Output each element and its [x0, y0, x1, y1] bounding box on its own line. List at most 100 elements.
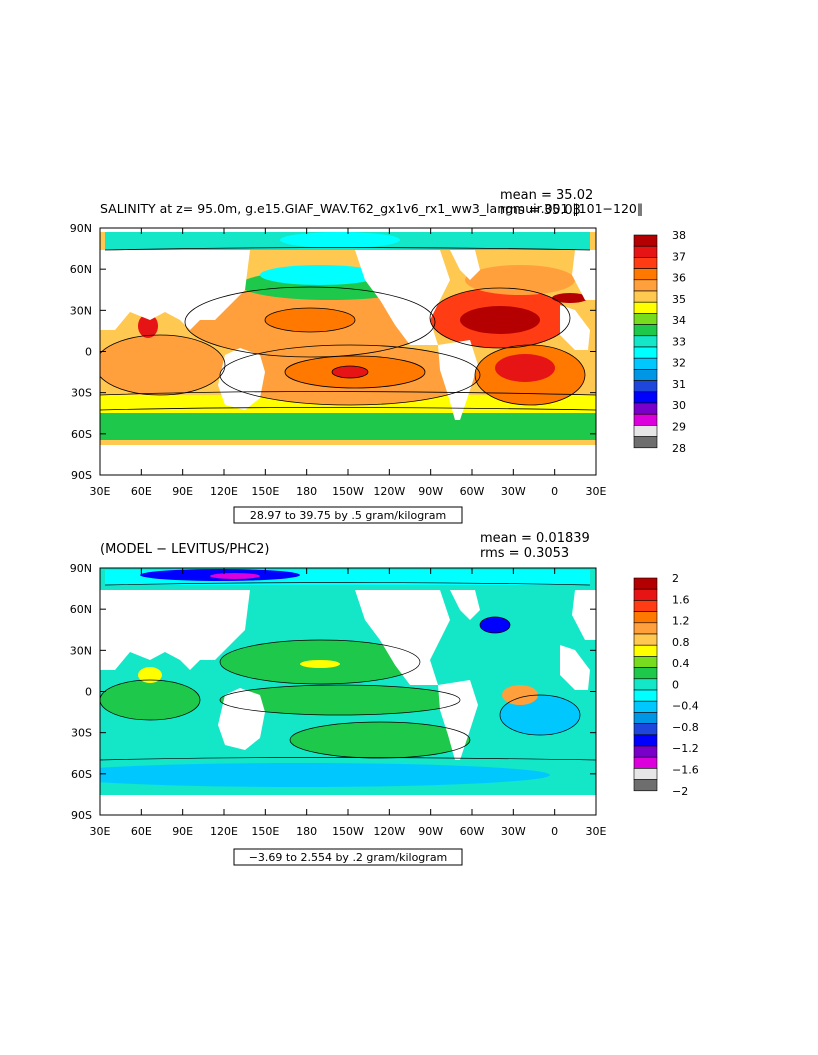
colorbar-swatch [633, 324, 658, 337]
difference-colorbar: 2 1.6 1.2 0.8 0.4 0 −0.4 −0.8 −1.2 −1.6 −2 [633, 572, 699, 798]
difference-map [100, 568, 596, 815]
colorbar-label: 2 [672, 572, 679, 585]
salinity-indian-ocean [100, 335, 225, 395]
colorbar-label: 30 [672, 399, 686, 412]
colorbar-label: −1.2 [672, 742, 699, 755]
difference-arctic-core [210, 573, 260, 579]
difference-rms: rms = 0.3053 [480, 546, 569, 561]
salinity-map [100, 228, 596, 475]
difference-axis-ticks: 30E 60E 90E 120E 150E 180 150W 120W 90W 60W 30W 0 30… [70, 562, 607, 838]
difference-gulf-stream [480, 617, 510, 633]
salinity-arabian-sea [138, 314, 158, 338]
colorbar-label: 35 [672, 293, 686, 306]
colorbar-swatch [633, 768, 658, 780]
salinity-south-pacific-core [332, 366, 368, 378]
colorbar-label: 36 [672, 272, 686, 285]
colorbar-swatch [633, 279, 658, 292]
salinity-contour-info: 28.97 to 39.75 by .5 gram/kilogram [250, 509, 446, 522]
y-tick-label: 0 [85, 346, 92, 359]
y-tick-label: 60N [70, 603, 92, 616]
x-tick-label: 120E [210, 825, 238, 838]
y-tick-label: 30N [70, 644, 92, 657]
y-tick-label: 90S [71, 809, 92, 822]
salinity-southern-ocean [100, 410, 596, 440]
colorbar-swatch [633, 357, 658, 370]
x-tick-label: 0 [551, 825, 558, 838]
x-tick-label: 30E [90, 825, 111, 838]
salinity-rms: rms = 35.03 [500, 203, 581, 218]
difference-title: (MODEL − LEVITUS/PHC2) [100, 542, 269, 557]
x-tick-label: 30W [501, 825, 526, 838]
colorbar-label: −0.8 [672, 721, 699, 734]
colorbar-swatch [633, 436, 658, 449]
y-tick-label: 60S [71, 768, 92, 781]
colorbar-swatch [633, 700, 658, 713]
difference-panel: (MODEL − LEVITUS/PHC2) mean = 0.01839 rm… [70, 531, 699, 866]
colorbar-swatch [633, 369, 658, 381]
difference-contour-info: −3.69 to 2.554 by .2 gram/kilogram [249, 851, 448, 864]
x-tick-label: 0 [551, 485, 558, 498]
difference-indian-positive [100, 680, 200, 720]
colorbar-label: −0.4 [672, 700, 699, 713]
difference-equatorial-positive [220, 685, 460, 715]
difference-contour-info-box [233, 848, 463, 866]
y-tick-label: 60N [70, 263, 92, 276]
colorbar-swatch [633, 391, 658, 404]
colorbar-swatch [633, 689, 658, 702]
x-tick-label: 180 [296, 825, 317, 838]
colorbar-label: 37 [672, 250, 686, 263]
colorbar-swatch [633, 234, 658, 247]
difference-land [100, 590, 596, 760]
colorbar-swatch [633, 644, 658, 657]
colorbar-swatch [633, 425, 658, 437]
x-tick-label: 150W [332, 485, 364, 498]
x-tick-label: 120W [373, 825, 405, 838]
colorbar-swatch [633, 611, 658, 624]
colorbar-swatch [633, 678, 658, 691]
salinity-title: SALINITY at z= 95.0m, g.e15.GIAF_WAV.T62… [100, 201, 643, 216]
colorbar-label: 0 [672, 678, 679, 691]
colorbar-swatch [633, 577, 658, 590]
colorbar-swatch [633, 290, 658, 303]
x-tick-label: 150E [251, 485, 279, 498]
colorbar-swatch [633, 588, 658, 601]
colorbar-label: −1.6 [672, 764, 699, 777]
colorbar-swatch [633, 301, 658, 314]
salinity-contour-info-box [233, 506, 463, 524]
colorbar-swatch [633, 745, 658, 758]
x-tick-label: 60E [131, 485, 152, 498]
y-tick-label: 90S [71, 469, 92, 482]
colorbar-label: 29 [672, 421, 686, 434]
x-tick-label: 30E [586, 485, 607, 498]
colorbar-label: 32 [672, 357, 686, 370]
colorbar-label: −2 [672, 785, 688, 798]
colorbar-label: 31 [672, 378, 686, 391]
colorbar-swatch [633, 622, 658, 635]
colorbar-swatch [633, 346, 658, 359]
difference-contours [100, 582, 596, 761]
colorbar-label: 1.2 [672, 615, 690, 628]
colorbar-swatch [633, 600, 658, 612]
colorbar-swatch [633, 712, 658, 724]
salinity-contours [100, 247, 596, 411]
colorbar-swatch [633, 268, 658, 281]
y-tick-label: 30N [70, 304, 92, 317]
y-tick-label: 90N [70, 222, 92, 235]
difference-benguela [502, 685, 538, 705]
colorbar-swatch [633, 380, 658, 393]
colorbar-label: 28 [672, 442, 686, 455]
x-tick-label: 30E [90, 485, 111, 498]
salinity-mean: mean = 35.02 [500, 188, 593, 203]
difference-south-pacific [290, 722, 470, 758]
x-tick-label: 120E [210, 485, 238, 498]
colorbar-label: 0.4 [672, 657, 690, 670]
difference-north-pacific-core [300, 660, 340, 668]
y-tick-label: 30S [71, 727, 92, 740]
x-tick-label: 150E [251, 825, 279, 838]
x-tick-label: 120W [373, 485, 405, 498]
colorbar-swatch [633, 779, 658, 792]
x-tick-label: 60W [460, 825, 485, 838]
x-tick-label: 60E [131, 825, 152, 838]
y-tick-label: 30S [71, 387, 92, 400]
